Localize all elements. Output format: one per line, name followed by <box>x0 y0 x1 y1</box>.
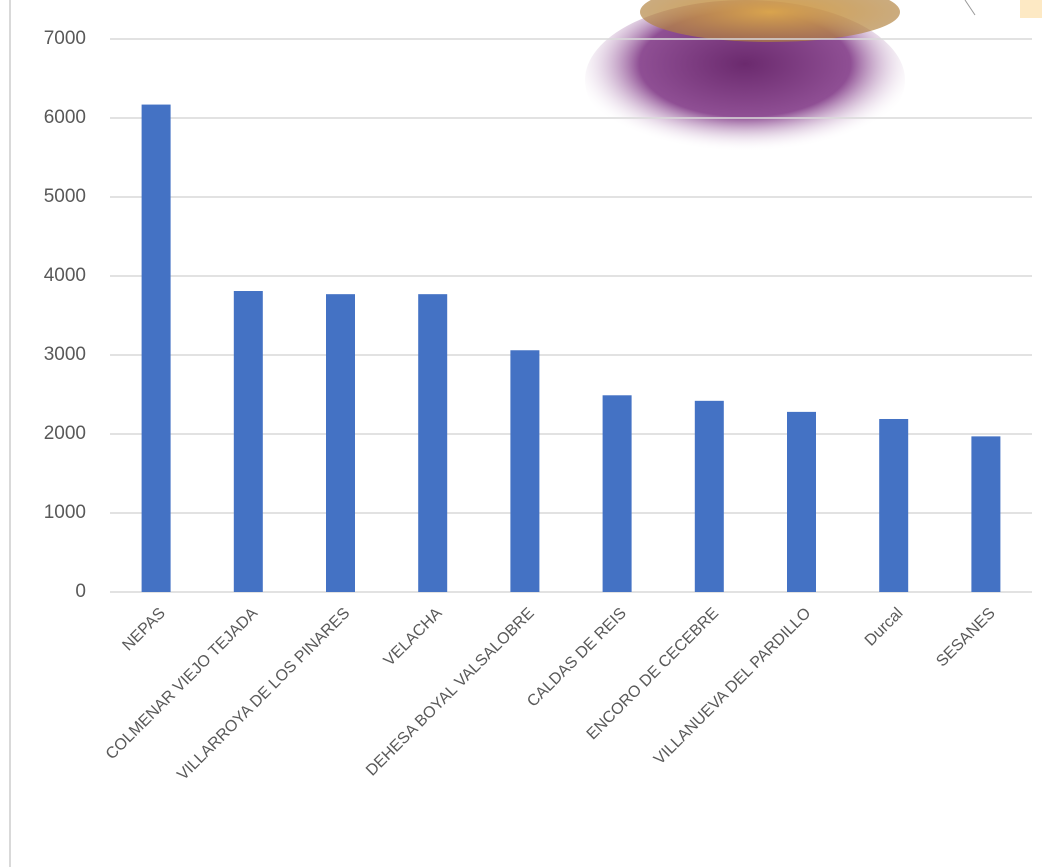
y-tick-label: 6000 <box>44 107 86 128</box>
bar <box>418 294 448 592</box>
y-tick-label: 3000 <box>44 344 86 365</box>
y-tick-label: 1000 <box>44 502 86 523</box>
bar <box>233 291 263 592</box>
y-tick-label: 7000 <box>44 28 86 49</box>
bar <box>879 418 909 592</box>
y-tick-label: 5000 <box>44 186 86 207</box>
corner-decoration <box>1020 0 1042 18</box>
x-tick-label: VILLARROYA DE LOS PINARES <box>174 605 353 784</box>
bar <box>602 395 632 592</box>
x-tick-label: VELACHA <box>381 605 446 670</box>
y-tick-label: 0 <box>75 581 86 602</box>
butterfly-image <box>640 0 900 42</box>
x-tick-label: SESANES <box>933 605 998 670</box>
x-tick-label: VILLANUEVA DEL PARDILLO <box>651 605 814 768</box>
bar <box>510 350 540 592</box>
bar <box>326 294 355 592</box>
bar <box>141 104 171 592</box>
y-tick-label: 4000 <box>44 265 86 286</box>
decor-line <box>964 0 976 16</box>
x-tick-label: Durcal <box>862 605 907 650</box>
flower-image <box>585 0 905 160</box>
x-tick-label: DEHESA BOYAL VALSALOBRE <box>363 605 538 780</box>
bar <box>971 436 1001 592</box>
y-tick-label: 2000 <box>44 423 86 444</box>
x-tick-label: NEPAS <box>119 605 169 655</box>
bar <box>787 411 816 592</box>
x-tick-label: CALDAS DE REIS <box>524 605 630 711</box>
bar <box>694 400 724 592</box>
x-tick-label: COLMENAR VIEJO TEJADA <box>103 605 262 764</box>
